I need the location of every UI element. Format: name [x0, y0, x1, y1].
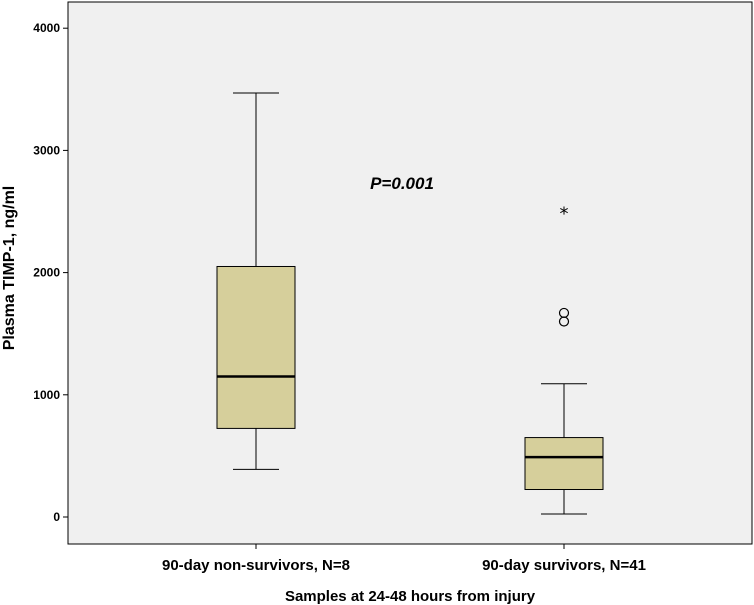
boxes: *: [216, 92, 604, 515]
outlier-point: [558, 307, 570, 319]
x-axis-title: Samples at 24-48 hours from injury: [285, 588, 536, 605]
box-iqr: [216, 265, 296, 429]
box-group: [216, 92, 296, 470]
x-axis: 90-day non-survivors, N=8 90-day survivor…: [162, 544, 646, 574]
y-tick-label: 0: [53, 510, 60, 524]
x-tick-label: 90-day non-survivors, N=8: [162, 557, 350, 574]
box-iqr: [524, 437, 604, 491]
extreme-point: *: [560, 204, 569, 225]
y-tick-label: 2000: [33, 266, 60, 280]
y-axis-title: Plasma TIMP-1, ng/ml: [1, 186, 18, 350]
y-axis: 0 1000 2000 3000 4000: [33, 21, 68, 524]
plot-area: [67, 1, 753, 545]
x-tick-label: 90-day survivors, N=41: [482, 557, 646, 574]
y-tick-label: 4000: [33, 21, 60, 35]
y-tick-label: 3000: [33, 143, 60, 157]
y-tick-label: 1000: [33, 388, 60, 402]
p-value-annotation: P=0.001: [370, 174, 434, 193]
box-group: *: [524, 204, 604, 515]
